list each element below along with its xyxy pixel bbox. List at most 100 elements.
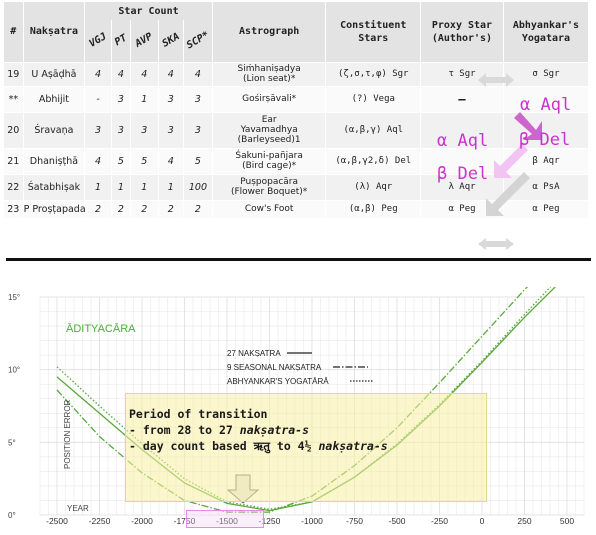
count-cell: 1 — [111, 173, 131, 200]
table-row: 22 Śatabhiṣak 1 1 1 1 100 Puṣpopacāra (Fl… — [4, 173, 590, 200]
stars-cell: (?) Vega — [325, 85, 422, 112]
x-tick-label: -1750 — [174, 516, 196, 526]
arrow-icon — [514, 112, 542, 140]
x-tick-label: 0 — [480, 516, 485, 526]
alpha-aql-label: α Aql — [520, 95, 572, 115]
count-cell: 3 — [111, 111, 131, 148]
subheader-vgj: VGJ — [84, 20, 112, 62]
count-cell: - — [84, 85, 112, 112]
yogatara-cell — [503, 85, 590, 112]
x-axis-ticks: -2500 -2250 -2000 -1750 -1500 -1250 -1000 -750-… — [46, 516, 574, 526]
transition-line-1: - from 28 to 27 nakṣatra-s — [129, 423, 310, 437]
y-tick-label: 15° — [8, 293, 20, 302]
count-cell: 1 — [84, 173, 112, 200]
x-tick-label: -500 — [388, 516, 405, 526]
y-tick-label: 10° — [8, 366, 20, 375]
table-row: 21 Dhaniṣṭhā 4 5 5 4 5 Śakuni-pañjara (Bi… — [4, 147, 590, 174]
count-cell: 2 — [111, 199, 131, 218]
stars-cell: (α,β,γ) Aql — [325, 111, 422, 148]
x-tick-label: -2250 — [89, 516, 111, 526]
row-num: 22 — [4, 173, 24, 200]
y-tick-label: 5° — [8, 438, 16, 447]
count-cell: 5 — [183, 147, 213, 174]
count-cell: 4 — [130, 61, 159, 86]
count-cell: 3 — [130, 111, 159, 148]
header-star-count: Star Count — [84, 2, 213, 20]
stars-cell: (α,β,γ2,δ) Del — [325, 147, 422, 174]
count-cell: 2 — [183, 199, 213, 218]
proxy-cell — [420, 147, 504, 174]
header-proxy: Proxy Star (Author's) — [420, 2, 504, 62]
chart-legend: 27 NAKṢATRA 9 SEASONAL NAKṢATRA ABHYANKA… — [227, 349, 373, 386]
header-num: # — [4, 2, 24, 62]
count-cell: 4 — [158, 61, 185, 86]
count-cell: 4 — [111, 61, 131, 86]
stars-cell: (λ) Aqr — [325, 173, 422, 200]
proxy-cell: λ Aqr — [420, 173, 504, 200]
count-cell: 3 — [158, 111, 185, 148]
table-row: 19 U Aṣāḍhā 4 4 4 4 4 Siṁhaniṣadya (Lion … — [4, 61, 590, 86]
x-tick-label: -1250 — [259, 516, 281, 526]
y-axis-label: POSITION ERROR — [63, 399, 72, 469]
row-num: 21 — [4, 147, 24, 174]
astrograph-cell: Cow's Foot — [212, 199, 327, 218]
count-cell: 4 — [84, 147, 112, 174]
x-tick-label: -2500 — [46, 516, 68, 526]
table-row: ** Abhijit - 3 1 3 3 Gośirṣāvali* (?) Ve… — [4, 85, 590, 112]
header-naksatra: Nakṣatra — [23, 2, 86, 62]
count-cell: 4 — [158, 147, 185, 174]
x-tick-label: 500 — [560, 516, 574, 526]
count-cell: 3 — [84, 111, 112, 148]
y-axis-ticks: 0° 5° 10° 15° — [8, 293, 20, 520]
y-tick-label: 0° — [8, 511, 16, 520]
double-arrow-icon — [478, 73, 514, 87]
count-cell: 5 — [111, 147, 131, 174]
beta-del-proxy-label: β Del — [437, 164, 489, 184]
count-cell: 2 — [130, 199, 159, 218]
beta-del-label: β Del — [519, 130, 571, 150]
x-tick-label: -250 — [431, 516, 448, 526]
transition-line-2: - day count based ऋतु to 4½ nakṣatra-s — [129, 439, 388, 453]
x-tick-label: -1500 — [216, 516, 238, 526]
subheader-scp: SCP* — [183, 20, 213, 62]
stars-cell: (α,β) Peg — [325, 199, 422, 218]
proxy-cell — [420, 111, 504, 148]
count-cell: 1 — [158, 173, 185, 200]
row-name: P Proṣṭapada — [23, 199, 86, 218]
astrograph-cell: Śakuni-pañjara (Bird cage)* — [212, 147, 327, 174]
subheader-ska: SKA — [158, 20, 185, 62]
astrograph-cell: Siṁhaniṣadya (Lion seat)* — [212, 61, 327, 86]
transition-box — [125, 393, 487, 502]
header-astrograph: Astrograph — [212, 2, 327, 62]
yogatara-cell: σ Sgr — [503, 61, 590, 86]
yogatara-cell: α Peg — [503, 199, 590, 218]
transition-note: Period of transition - from 28 to 27 nak… — [129, 406, 388, 454]
row-name: Abhijit — [23, 85, 86, 112]
row-num: 20 — [4, 111, 24, 148]
astrograph-cell: Puṣpopacāra (Flower Boquet)* — [212, 173, 327, 200]
x-tick-label: -1000 — [301, 516, 323, 526]
row-name: Śatabhiṣak — [23, 173, 86, 200]
legend-label-9: 9 SEASONAL NAKṢATRA — [227, 363, 322, 372]
count-cell: 1 — [130, 173, 159, 200]
count-cell: 3 — [158, 85, 185, 112]
count-cell: 3 — [183, 111, 213, 148]
subheader-avp: AVP — [130, 20, 159, 62]
row-num: 19 — [4, 61, 24, 86]
period-highlight — [186, 510, 264, 528]
count-cell: 1 — [130, 85, 159, 112]
row-name: Dhaniṣṭhā — [23, 147, 86, 174]
proxy-cell: α Peg — [420, 199, 504, 218]
row-name: U Aṣāḍhā — [23, 61, 86, 86]
double-arrow-icon — [478, 238, 514, 250]
subheader-pt: PT — [111, 20, 131, 62]
series-abhyankar — [56, 287, 552, 510]
count-cell: 3 — [183, 85, 213, 112]
count-cell: 2 — [158, 199, 185, 218]
proxy-cell: – — [420, 85, 504, 112]
row-num: ** — [4, 85, 24, 112]
count-cell: 4 — [84, 61, 112, 86]
astrograph-cell: Ear Yavamadhya (Barleyseed)1 — [212, 111, 327, 148]
table-row: 23 P Proṣṭapada 2 2 2 2 2 Cow's Foot (α,… — [4, 199, 590, 218]
astrograph-cell: Gośirṣāvali* — [212, 85, 327, 112]
